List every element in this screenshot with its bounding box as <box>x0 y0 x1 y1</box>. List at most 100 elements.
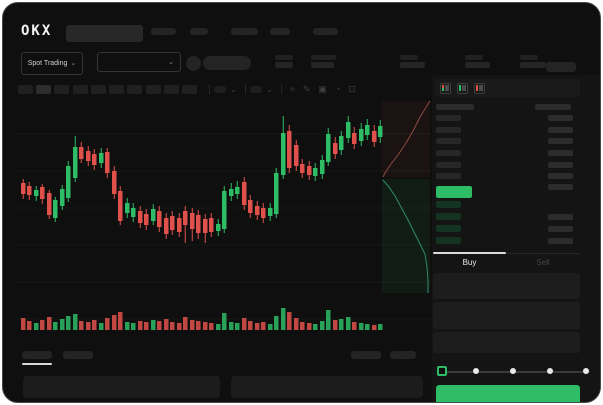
timeframe-pill[interactable] <box>54 85 69 94</box>
candlestick-chart <box>17 116 431 330</box>
ask-price-bar <box>436 162 461 168</box>
orderbook-amount-bar <box>548 226 573 232</box>
timeframe-pill[interactable] <box>164 85 179 94</box>
nav-item[interactable] <box>270 28 290 35</box>
coin-avatar <box>186 56 201 71</box>
ticker-stat-label <box>400 55 418 60</box>
orderbook-amount-bar <box>548 184 573 190</box>
nav-item[interactable] <box>231 28 258 35</box>
sell-tab-label: Sell <box>536 258 550 267</box>
orderbook-amount-bar <box>548 214 573 220</box>
slider-step-dot[interactable] <box>583 368 589 374</box>
chevron-down-icon: ⌄ <box>70 60 77 67</box>
sell-tab[interactable]: Sell <box>506 252 580 272</box>
ticker-stat-value <box>275 62 293 68</box>
orderbook-amount-bar <box>548 162 573 168</box>
ticker-stat-label <box>520 55 538 60</box>
slider-step-dot[interactable] <box>473 368 479 374</box>
indicator-pill[interactable] <box>213 86 226 93</box>
buy-tab-label: Buy <box>462 258 477 267</box>
timeframe-pill[interactable] <box>36 85 51 94</box>
ask-price-bar <box>436 127 461 133</box>
divider: | <box>280 84 283 95</box>
pair-selector[interactable]: ⌄ <box>97 52 181 72</box>
nav-item[interactable] <box>313 28 338 35</box>
buy-button[interactable] <box>436 385 580 402</box>
orderbook-view-switcher <box>435 79 580 97</box>
wave-indicator-icon[interactable]: ≈ <box>289 84 295 94</box>
chevron-down-icon[interactable]: ⌄ <box>265 84 274 94</box>
okx-logo: OKX <box>21 23 53 39</box>
bottom-panel-left <box>23 376 220 398</box>
ticker-stat-label <box>465 55 483 60</box>
settings-icon[interactable]: ◔ <box>334 84 341 94</box>
last-price-bar <box>436 186 472 198</box>
depth-chart <box>382 101 431 293</box>
timeframe-pill[interactable] <box>109 85 124 94</box>
ticker-stat-value <box>400 62 425 68</box>
orderbook-amount-bar <box>548 115 573 121</box>
camera-icon[interactable]: ▣ <box>318 84 327 94</box>
timeframe-pill[interactable] <box>91 85 106 94</box>
pair-pill[interactable] <box>203 56 251 70</box>
buy-tab-indicator <box>433 252 506 254</box>
chart-toolbar-icons: | ⌄ | ⌄ | ≈ ✎ ▣ ◔ ⊡ <box>205 84 360 95</box>
price-input[interactable] <box>433 273 580 299</box>
orderbook-amount-bar <box>548 173 573 179</box>
bottom-panel-right <box>231 376 423 398</box>
orderbook-amount-bar <box>548 127 573 133</box>
timeframe-pill[interactable] <box>73 85 88 94</box>
orderbook-view-icon[interactable] <box>474 82 485 94</box>
search-input[interactable] <box>66 25 143 42</box>
ask-price-bar <box>436 138 461 144</box>
ticker-extra-pill <box>546 62 576 72</box>
overlay-pill[interactable] <box>249 86 262 93</box>
ticker-stat-label <box>311 55 336 60</box>
chart-bottom-tab-active[interactable] <box>22 351 52 359</box>
nav-item[interactable] <box>190 28 208 35</box>
ticker-stat-label <box>275 55 293 60</box>
bid-price-bar <box>436 213 461 220</box>
orderbook-amount-bar <box>548 138 573 144</box>
slider-step-dot[interactable] <box>547 368 553 374</box>
market-selector-label: Spot Trading <box>27 60 68 67</box>
bid-price-bar <box>436 201 461 208</box>
trade-tab-bar: Buy Sell <box>433 252 580 272</box>
total-input[interactable] <box>433 332 580 353</box>
timeframe-pill[interactable] <box>18 85 33 94</box>
market-selector[interactable]: Spot Trading ⌄ <box>21 52 83 75</box>
slider-step-dot[interactable] <box>510 368 516 374</box>
chevron-down-icon: ⌄ <box>168 58 174 66</box>
bid-price-bar <box>436 225 461 232</box>
orderbook-amount-bar <box>548 150 573 156</box>
chart-bottom-right-pill[interactable] <box>351 351 381 359</box>
timeframe-pill[interactable] <box>146 85 161 94</box>
ticker-stat-value <box>465 62 490 68</box>
orderbook-header-bar <box>436 104 474 110</box>
ask-price-bar <box>436 150 461 156</box>
amount-percent-slider[interactable] <box>437 365 590 379</box>
timeframe-pill[interactable] <box>182 85 197 94</box>
chart-bottom-right-pill[interactable] <box>390 351 416 359</box>
nav-item[interactable] <box>151 28 176 35</box>
tab-divider <box>433 253 580 254</box>
orderbook-view-icon[interactable] <box>457 82 468 94</box>
active-tab-underline <box>22 363 52 365</box>
chart-bottom-tab[interactable] <box>63 351 93 359</box>
orderbook-amount-bar <box>548 238 573 244</box>
chevron-down-icon[interactable]: ⌄ <box>229 84 238 94</box>
slider-handle[interactable] <box>437 366 447 376</box>
draw-tool-icon[interactable]: ✎ <box>302 84 311 94</box>
orderbook-header-bar <box>535 104 571 110</box>
buy-tab[interactable]: Buy <box>433 252 506 272</box>
divider: | <box>244 84 247 95</box>
ticker-stat-value <box>311 62 334 68</box>
orderbook-view-icon[interactable] <box>440 82 451 94</box>
fullscreen-icon[interactable]: ⊡ <box>348 84 356 94</box>
ask-price-bar <box>436 173 461 179</box>
timeframe-pill[interactable] <box>127 85 142 94</box>
divider: | <box>208 84 211 95</box>
ask-price-bar <box>436 115 461 121</box>
bid-price-bar <box>436 237 461 244</box>
amount-input[interactable] <box>433 302 580 329</box>
